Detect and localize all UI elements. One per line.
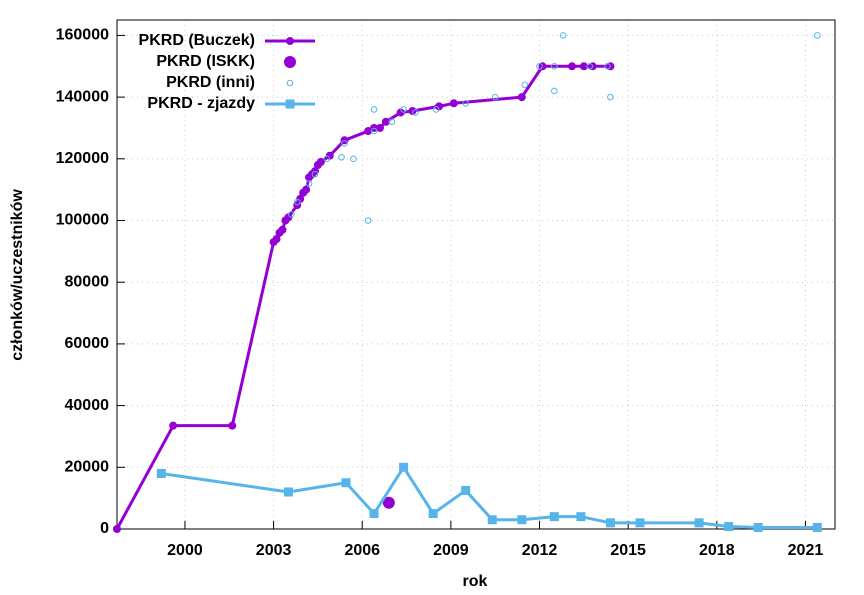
point <box>604 62 611 70</box>
point <box>364 127 373 136</box>
point <box>284 213 293 222</box>
point <box>412 109 419 116</box>
point <box>370 127 378 135</box>
y-tick-label: 20000 <box>65 459 110 476</box>
point <box>278 225 287 234</box>
point <box>432 106 440 113</box>
y-axis-label: członków/uczestników <box>9 189 26 361</box>
point <box>449 99 458 108</box>
legend-label: PKRD (Buczek) <box>139 32 255 49</box>
point <box>283 487 293 497</box>
point <box>521 81 529 89</box>
point <box>812 522 822 532</box>
x-axis-label: rok <box>463 573 488 590</box>
point <box>350 155 357 163</box>
legend-label: PKRD (ISKK) <box>156 53 255 70</box>
point <box>293 198 301 206</box>
point <box>408 107 417 116</box>
point <box>156 468 166 478</box>
point <box>311 170 319 178</box>
point <box>316 157 325 166</box>
point <box>491 93 499 101</box>
point <box>586 62 594 70</box>
x-tick-label: 2003 <box>256 542 292 559</box>
point <box>382 496 395 509</box>
point <box>325 151 334 160</box>
point <box>753 522 763 532</box>
y-tick-label: 140000 <box>56 88 109 105</box>
x-tick-label: 2000 <box>167 542 203 559</box>
legend-label: PKRD (inni) <box>166 74 255 91</box>
point <box>341 478 351 488</box>
point <box>576 512 586 522</box>
x-tick-label: 2018 <box>699 542 735 559</box>
point <box>559 32 567 39</box>
x-tick-label: 2015 <box>610 542 646 559</box>
point <box>369 509 379 519</box>
y-tick-label: 120000 <box>56 150 109 167</box>
legend-marker <box>286 79 294 87</box>
y-tick-label: 0 <box>100 520 109 537</box>
point <box>302 185 311 194</box>
point <box>435 102 444 111</box>
point <box>461 485 471 495</box>
point <box>370 106 378 113</box>
point <box>364 217 372 224</box>
point <box>724 522 734 532</box>
point <box>568 62 577 71</box>
legend-marker <box>286 37 294 45</box>
x-tick-label: 2009 <box>433 542 469 559</box>
point <box>323 155 331 163</box>
point <box>605 518 615 528</box>
point <box>169 421 178 430</box>
point <box>579 62 588 71</box>
point <box>113 525 121 533</box>
y-tick-label: 100000 <box>56 212 109 229</box>
point <box>549 512 559 522</box>
x-tick-label: 2006 <box>344 542 380 559</box>
y-tick-label: 40000 <box>65 397 110 414</box>
point <box>228 421 237 430</box>
x-tick-label: 2012 <box>522 542 558 559</box>
point <box>694 518 704 528</box>
point <box>381 117 390 126</box>
series-line <box>115 64 611 530</box>
point <box>305 180 313 187</box>
point <box>536 62 543 70</box>
point <box>487 515 497 525</box>
point <box>551 62 558 70</box>
point <box>462 99 469 107</box>
point <box>338 153 345 161</box>
point <box>296 194 305 203</box>
point <box>272 235 281 244</box>
point <box>400 106 407 113</box>
point <box>399 462 409 472</box>
legend-marker <box>284 56 296 68</box>
y-tick-label: 80000 <box>65 273 110 290</box>
legend-label: PKRD - zjazdy <box>147 95 255 112</box>
point <box>428 509 438 519</box>
point <box>517 515 527 525</box>
y-tick-label: 60000 <box>65 335 110 352</box>
plot-frame <box>116 19 836 530</box>
point <box>517 93 526 102</box>
y-tick-label: 160000 <box>56 27 109 44</box>
x-tick-label: 2021 <box>788 542 824 559</box>
point <box>396 108 405 117</box>
point <box>288 211 295 218</box>
point <box>635 518 645 528</box>
point <box>551 87 558 95</box>
point <box>341 140 348 147</box>
point <box>388 118 396 126</box>
legend-marker <box>285 99 295 109</box>
point <box>375 123 384 132</box>
point <box>813 32 821 39</box>
point <box>607 93 614 101</box>
